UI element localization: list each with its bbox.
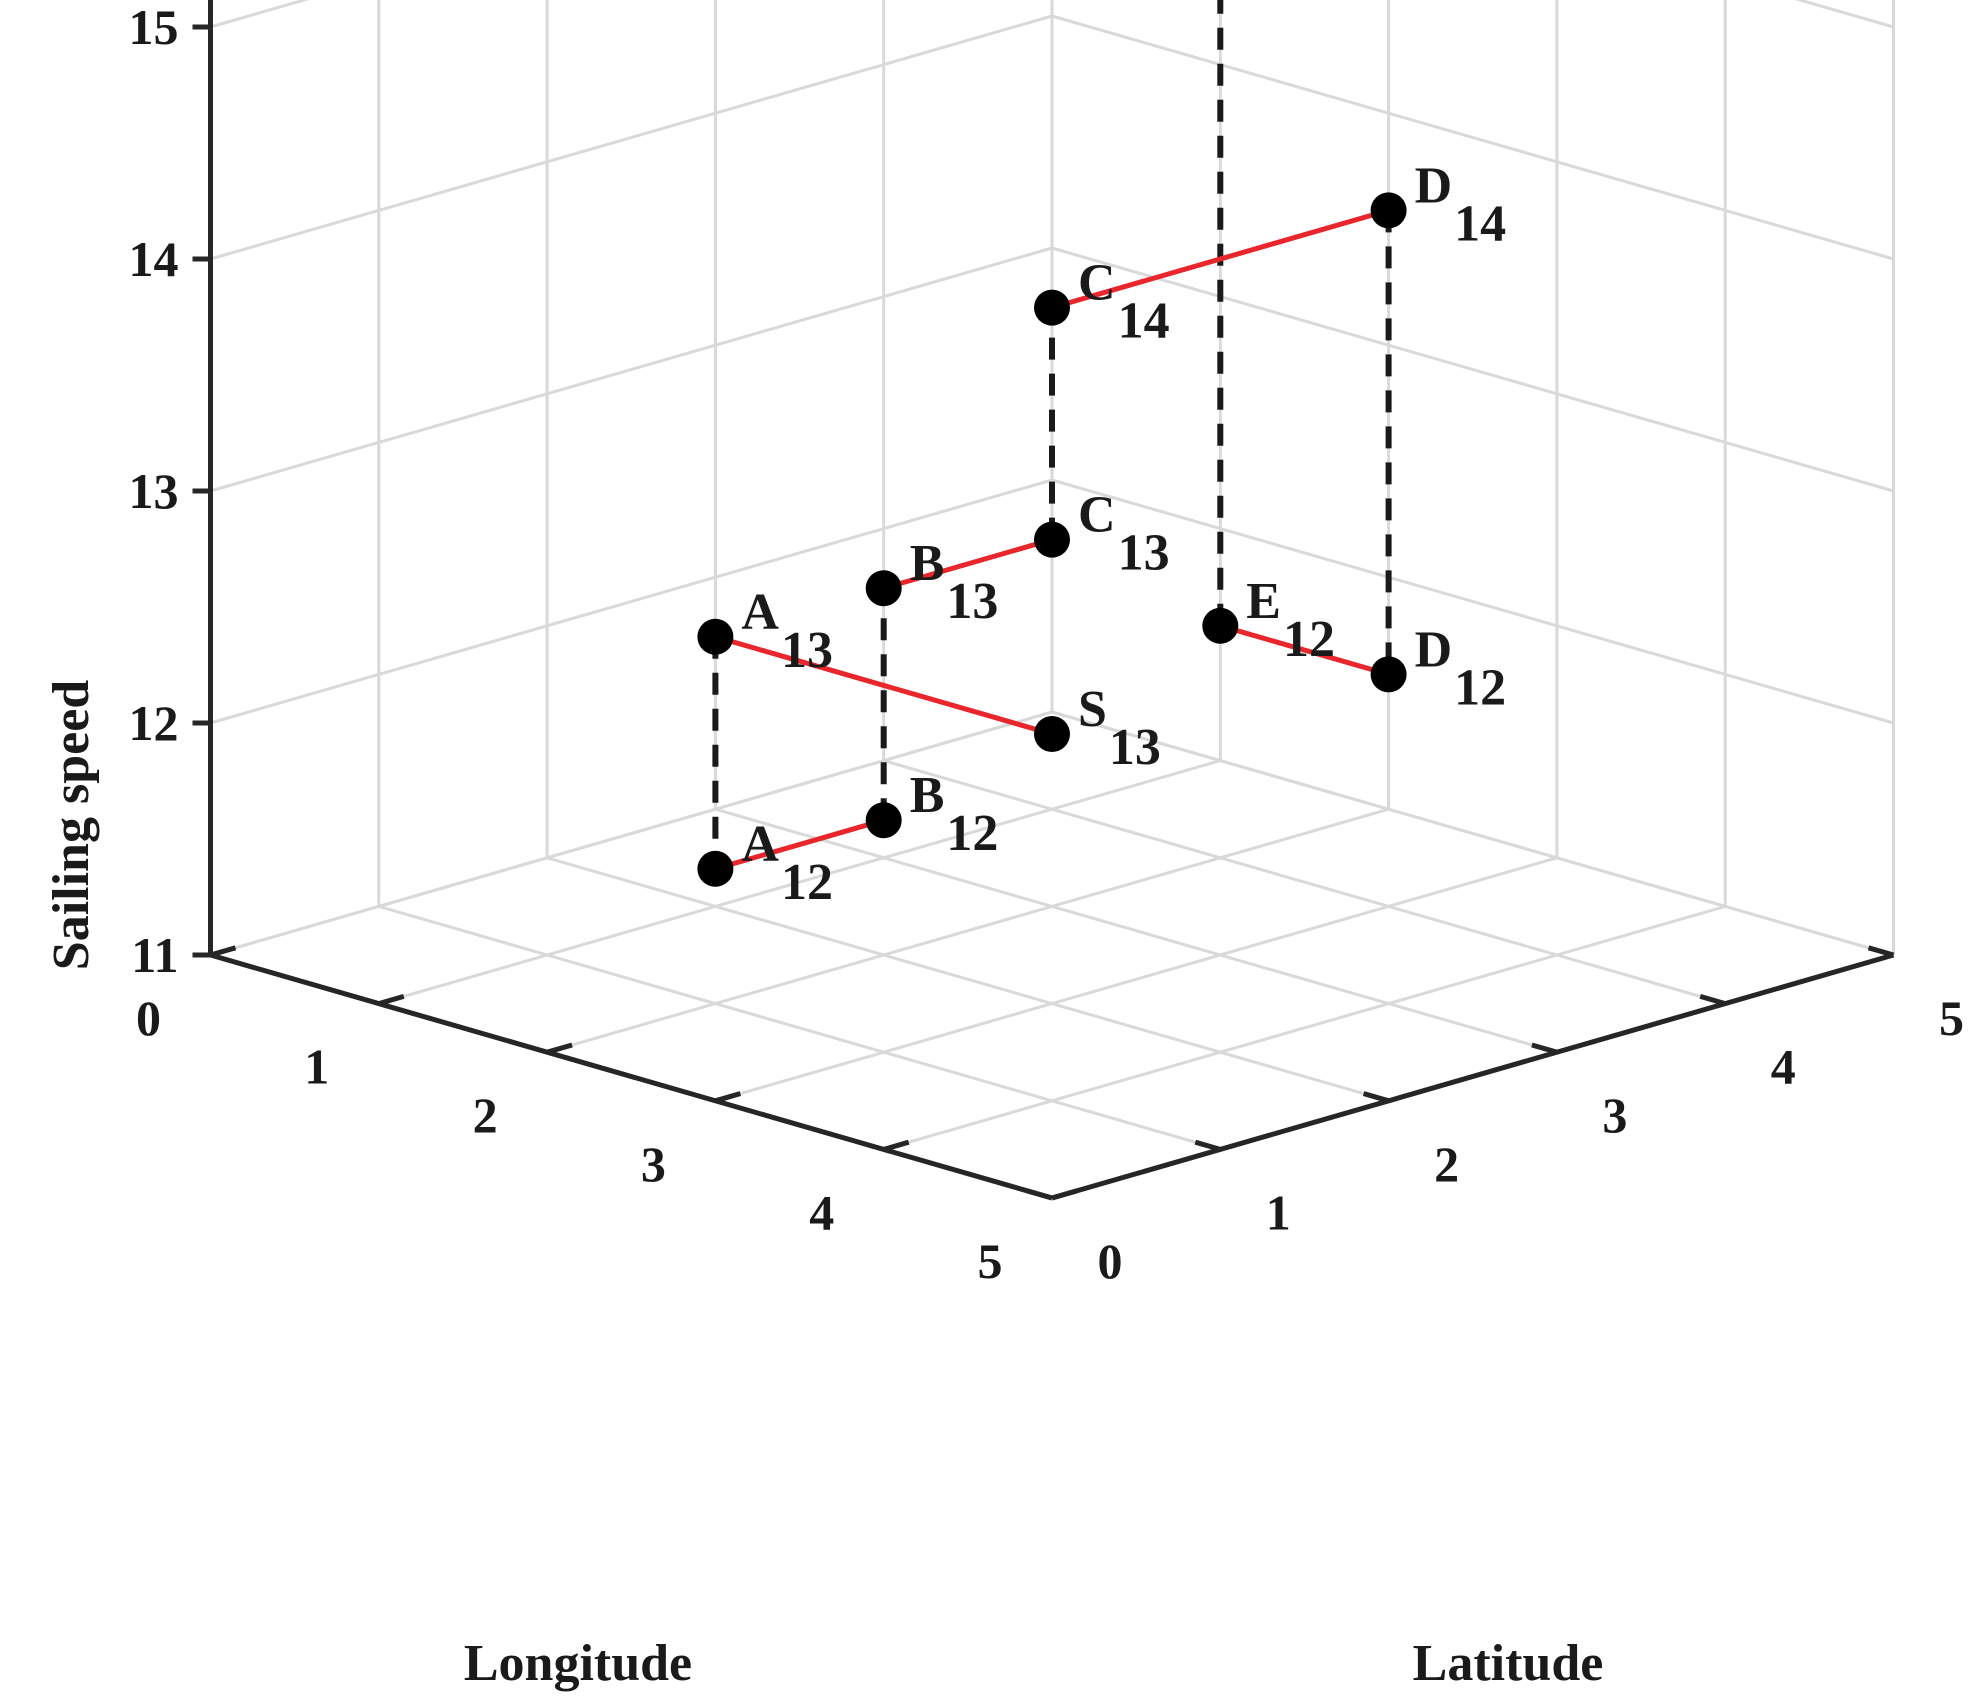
x-tick (378, 993, 405, 1007)
route-s13-a13 (714, 634, 1053, 737)
grid-back-wall-z-line (1051, 14, 1894, 261)
grid-floor-x-line (883, 904, 1726, 1151)
y-tick (1531, 1042, 1558, 1055)
z-axis-label: Sailing speed (43, 680, 100, 970)
grid-back-wall-z-line (1051, 246, 1894, 493)
point-label-a12: A12 (741, 816, 833, 911)
grid-floor-y-line (378, 904, 1221, 1151)
y-tick (1194, 1139, 1221, 1152)
grid-side-wall-z-line (210, 246, 1053, 493)
point-marker-e12 (1202, 607, 1239, 644)
marker-layer (697, 192, 1407, 887)
point-marker-a12 (697, 850, 734, 887)
x-tick (714, 1091, 742, 1104)
grid-floor-y-line (546, 856, 1390, 1103)
grid-floor-y-line (714, 807, 1558, 1054)
grid-floor-x-line (714, 856, 1558, 1103)
y-tick (1362, 1091, 1390, 1104)
point-marker-c13 (1034, 521, 1070, 558)
x-tick (209, 945, 237, 958)
x-tick-label: 4 (809, 1184, 834, 1240)
point-marker-a13 (697, 618, 734, 655)
z-tick-label: 13 (129, 463, 179, 519)
y-tick-label: 1 (1266, 1184, 1291, 1240)
z-tick-label: 11 (131, 927, 178, 983)
y-tick (1867, 945, 1895, 958)
point-label-e12: E12 (1246, 573, 1335, 668)
x-tick-label: 2 (473, 1087, 498, 1143)
y-axis-label: Latitude (1413, 1635, 1604, 1692)
y-tick (1026, 1188, 1053, 1201)
x-tick-label: 3 (641, 1136, 666, 1192)
route-layer (714, 207, 1390, 872)
point-label-c14: C14 (1078, 255, 1170, 350)
z-tick-label: 14 (129, 231, 179, 287)
point-label-d14: D14 (1415, 157, 1507, 252)
x-axis-label: Longitude (464, 1635, 692, 1692)
x-tick-label: 5 (978, 1233, 1003, 1289)
route-b13-c13 (883, 537, 1053, 591)
point-marker-b13 (865, 570, 902, 607)
z-tick-label: 12 (129, 695, 179, 751)
y-tick-label: 3 (1602, 1087, 1627, 1143)
point-marker-d14 (1370, 192, 1407, 229)
grid-layer (209, 0, 1895, 1200)
point-marker-b12 (865, 802, 902, 839)
grid-back-wall-z-line (1051, 710, 1894, 957)
route-a12-b12 (714, 817, 885, 872)
point-label-a13: A13 (741, 584, 833, 679)
y-tick-label: 2 (1434, 1136, 1459, 1192)
point-marker-s13 (1034, 716, 1070, 752)
y-axis-line (1051, 952, 1895, 1201)
x-tick-label: 1 (304, 1039, 329, 1095)
y-tick-label: 0 (1098, 1233, 1123, 1289)
x-tick (883, 1139, 910, 1152)
y-tick-label: 4 (1771, 1039, 1796, 1095)
point-label-d12: D12 (1415, 621, 1507, 716)
z-tick-label: 15 (129, 0, 179, 55)
y-tick (1699, 993, 1726, 1007)
y-tick-label: 5 (1939, 990, 1964, 1046)
point-label-layer: S13A13A12B12B13C13C14D14D12E12E15T15 (741, 157, 1507, 911)
grid-back-wall-z-line (1794, 0, 1894, 29)
point-marker-c14 (1034, 289, 1070, 326)
x-tick-label: 0 (136, 990, 161, 1046)
tick-label-layer: 111213141516012345012345 (129, 0, 1965, 1289)
point-label-s13: S13 (1078, 681, 1161, 776)
route-c14-d14 (1051, 207, 1390, 311)
point-marker-d12 (1370, 656, 1407, 693)
axes-layer (192, 0, 1895, 1201)
grid-floor-y-line (883, 759, 1726, 1006)
grid-side-wall-z-line (210, 14, 1053, 261)
x-axis-line (209, 952, 1053, 1201)
point-label-b12: B12 (910, 767, 999, 862)
x-tick (546, 1042, 573, 1055)
x-tick (1051, 1188, 1078, 1201)
grid-side-wall-z-line (210, 710, 1053, 957)
grid-floor-x-line (378, 759, 1221, 1006)
grid-back-wall-z-line (1051, 478, 1894, 725)
grid-floor-x-line (546, 807, 1390, 1054)
connector-layer (712, 0, 1392, 869)
point-label-c13: C13 (1078, 487, 1170, 582)
grid-side-wall-z-line (210, 478, 1053, 725)
route-d12-e12 (1219, 623, 1390, 677)
grid-side-wall-z-line (210, 0, 310, 29)
point-label-b13: B13 (910, 535, 999, 630)
